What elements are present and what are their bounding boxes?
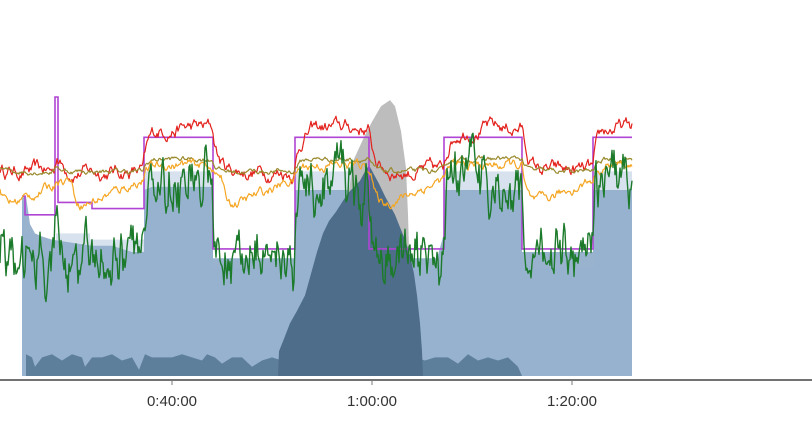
x-tick-layer: 0:40:00 1:00:00 1:20:00	[147, 380, 597, 410]
series-heart-rate	[0, 115, 633, 185]
series-layer	[0, 96, 633, 376]
x-tick-label-2: 1:20:00	[547, 393, 597, 410]
series-cadence-line	[0, 155, 633, 176]
series-power-line	[0, 132, 633, 303]
series-elevation-profile	[278, 165, 423, 376]
x-tick-label-0: 0:40:00	[147, 393, 197, 410]
x-tick-label-1: 1:00:00	[347, 393, 397, 410]
series-speed-line	[0, 158, 633, 211]
